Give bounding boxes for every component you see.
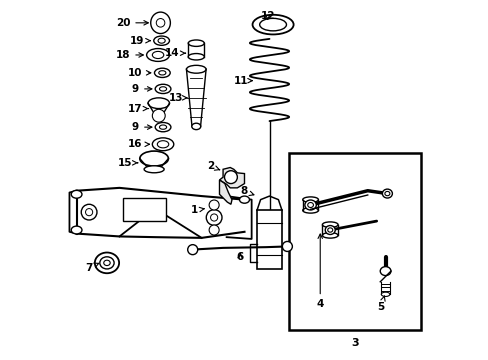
Ellipse shape	[157, 141, 168, 148]
Ellipse shape	[155, 84, 171, 94]
Bar	[123, 198, 165, 221]
Ellipse shape	[382, 189, 391, 198]
Text: 9: 9	[132, 84, 152, 94]
Bar	[288, 153, 421, 330]
Ellipse shape	[302, 197, 318, 202]
Ellipse shape	[140, 151, 168, 166]
Circle shape	[85, 208, 93, 216]
Ellipse shape	[152, 51, 163, 59]
Ellipse shape	[159, 87, 166, 91]
Ellipse shape	[155, 122, 171, 132]
Text: 8: 8	[240, 186, 253, 197]
Ellipse shape	[325, 226, 335, 234]
Ellipse shape	[239, 196, 249, 203]
Text: 15: 15	[117, 158, 138, 168]
Circle shape	[187, 245, 197, 255]
Ellipse shape	[156, 18, 164, 27]
Ellipse shape	[71, 190, 82, 198]
Ellipse shape	[159, 125, 166, 129]
Circle shape	[209, 200, 219, 210]
Text: 19: 19	[130, 36, 150, 46]
Text: 6: 6	[236, 252, 244, 262]
Circle shape	[209, 225, 219, 235]
Ellipse shape	[188, 40, 204, 46]
Text: 20: 20	[116, 18, 148, 28]
Ellipse shape	[322, 233, 337, 238]
Ellipse shape	[71, 226, 82, 234]
Ellipse shape	[322, 222, 337, 228]
Ellipse shape	[95, 252, 119, 273]
Text: 1: 1	[190, 205, 203, 215]
Ellipse shape	[154, 68, 170, 77]
Ellipse shape	[307, 203, 313, 207]
Polygon shape	[219, 180, 231, 204]
Ellipse shape	[186, 65, 205, 73]
Ellipse shape	[305, 203, 314, 207]
Text: 13: 13	[168, 93, 186, 103]
Ellipse shape	[159, 71, 165, 75]
Ellipse shape	[152, 109, 165, 122]
Bar	[257, 210, 282, 269]
Circle shape	[224, 171, 237, 184]
Circle shape	[210, 214, 217, 221]
Text: 16: 16	[128, 139, 149, 149]
Text: 18: 18	[116, 50, 143, 60]
Text: 14: 14	[164, 48, 185, 58]
Text: 7: 7	[85, 262, 99, 273]
Text: 5: 5	[377, 296, 385, 312]
Ellipse shape	[259, 18, 286, 31]
Ellipse shape	[152, 138, 173, 151]
Ellipse shape	[325, 229, 334, 231]
Ellipse shape	[103, 260, 110, 266]
Ellipse shape	[150, 12, 170, 33]
Ellipse shape	[191, 123, 201, 130]
Ellipse shape	[380, 267, 390, 275]
Ellipse shape	[302, 208, 318, 213]
Ellipse shape	[153, 36, 169, 45]
Text: 4: 4	[316, 234, 323, 309]
Text: 3: 3	[351, 338, 358, 347]
Ellipse shape	[384, 192, 389, 196]
Text: 12: 12	[260, 11, 274, 21]
Ellipse shape	[158, 38, 165, 43]
Ellipse shape	[100, 257, 114, 269]
Ellipse shape	[381, 292, 389, 296]
Text: 2: 2	[206, 161, 219, 171]
Ellipse shape	[144, 166, 164, 173]
Circle shape	[282, 242, 292, 251]
Ellipse shape	[148, 98, 169, 109]
Ellipse shape	[146, 49, 169, 62]
Ellipse shape	[252, 15, 293, 35]
Polygon shape	[219, 167, 244, 188]
Text: 17: 17	[128, 104, 148, 113]
Circle shape	[81, 204, 97, 220]
Text: 9: 9	[132, 122, 152, 132]
Text: 10: 10	[128, 68, 150, 78]
Text: 11: 11	[233, 76, 252, 86]
Ellipse shape	[304, 200, 316, 210]
Circle shape	[206, 210, 222, 225]
Ellipse shape	[327, 228, 332, 232]
Ellipse shape	[188, 54, 204, 60]
